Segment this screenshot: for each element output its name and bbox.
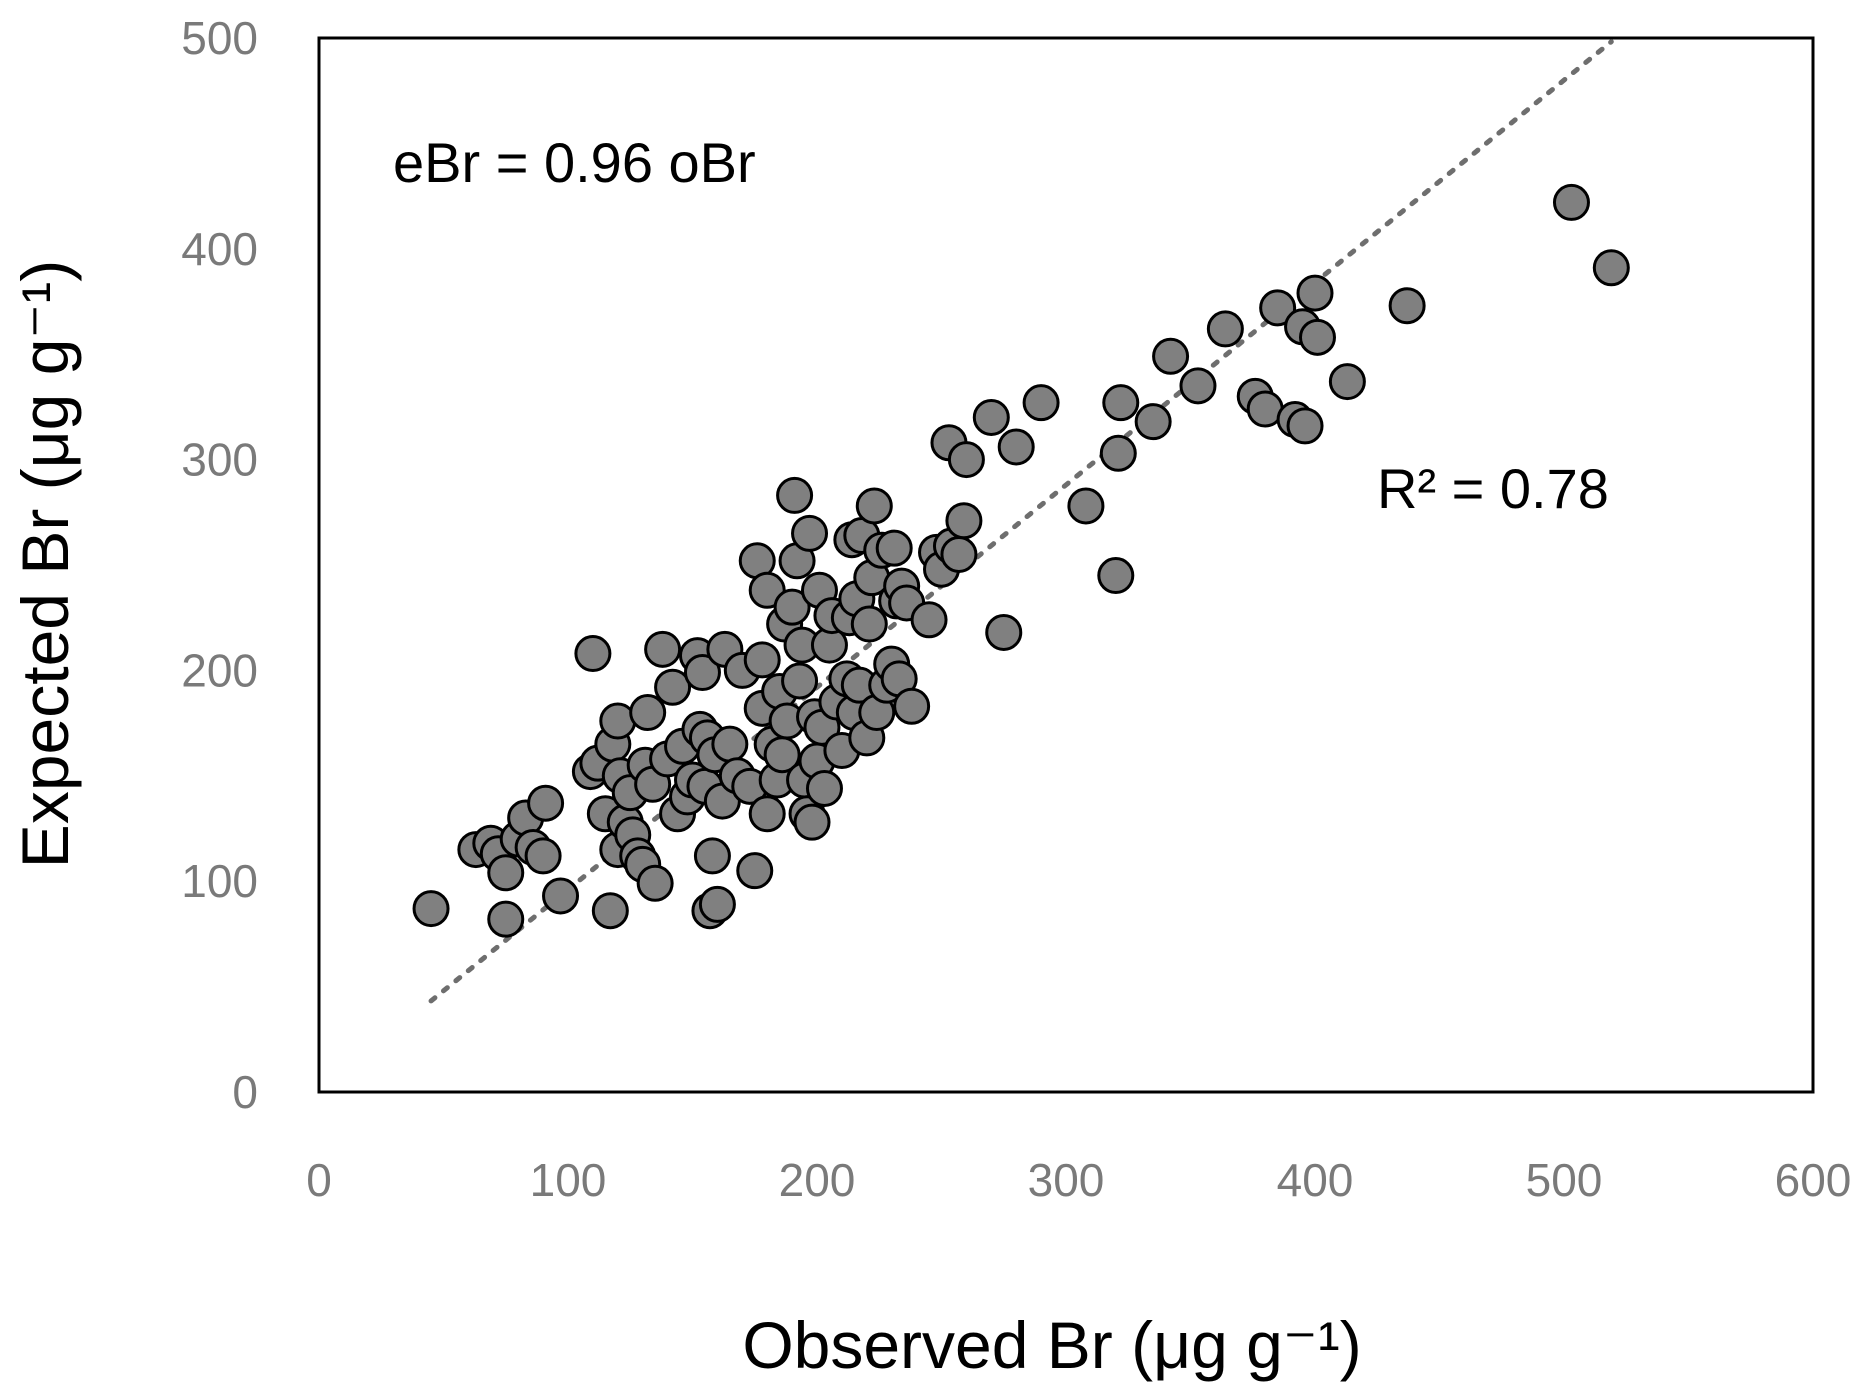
y-tick-label: 200 [181,644,258,696]
data-point [574,635,612,673]
data-point [776,476,814,514]
data-point [893,687,931,725]
data-point [1102,384,1140,422]
data-point [736,852,774,890]
trend-line [428,39,1614,1004]
regression-equation: eBr = 0.96 oBr [393,131,756,194]
data-point [524,837,562,875]
data-point [693,837,731,875]
data-point [1298,318,1336,356]
data-point [487,854,525,892]
data-point [997,428,1035,466]
data-point [412,890,450,928]
data-point [527,784,565,822]
y-axis-title: Expected Br (μg g⁻¹) [8,260,82,868]
data-point [947,441,985,479]
x-tick-label: 200 [779,1154,856,1206]
y-tick-label: 500 [181,12,258,64]
y-tick-label: 400 [181,223,258,275]
x-tick-label: 400 [1277,1154,1354,1206]
data-point [1097,557,1135,595]
data-point [1328,363,1366,401]
data-point [1388,287,1426,325]
data-point [910,601,948,639]
data-points [412,183,1630,938]
r-squared-label: R² = 0.78 [1377,457,1609,520]
data-point [1592,249,1630,287]
data-point [591,892,629,930]
data-point [1022,384,1060,422]
data-point [1134,403,1172,441]
data-point [654,668,692,706]
x-tick-label: 300 [1028,1154,1105,1206]
data-point [1099,434,1137,472]
data-point [805,769,843,807]
x-tick-label: 0 [306,1154,332,1206]
y-axis-ticks: 0 100 200 300 400 500 [181,12,258,1118]
data-point [1296,274,1334,312]
data-point [940,535,978,573]
data-point [781,662,819,700]
data-point [1206,310,1244,348]
data-point [793,803,831,841]
data-point [1259,289,1297,327]
x-tick-label: 100 [530,1154,607,1206]
data-point [855,487,893,525]
data-point [972,398,1010,436]
data-point [791,514,829,552]
data-point [773,588,811,626]
plot-area-frame [317,36,1815,1094]
x-axis-title: Observed Br (μg g⁻¹) [742,1308,1361,1382]
y-tick-label: 100 [181,855,258,907]
data-point [1067,487,1105,525]
data-point [698,885,736,923]
data-point [748,795,786,833]
data-point [850,605,888,643]
data-point [875,529,913,567]
y-tick-label: 300 [181,434,258,486]
data-point [629,694,667,732]
data-point [945,502,983,540]
data-point [487,900,525,938]
data-point [743,641,781,679]
data-point [542,877,580,915]
data-point [985,613,1023,651]
data-point [711,725,749,763]
x-tick-label: 600 [1775,1154,1852,1206]
data-point [1286,407,1324,445]
x-tick-label: 500 [1526,1154,1603,1206]
x-axis-ticks: 0 100 200 300 400 500 600 [306,1154,1851,1206]
data-point [683,654,721,692]
data-point [636,864,674,902]
data-point [644,630,682,668]
data-point [1552,183,1590,221]
y-tick-label: 0 [232,1066,258,1118]
data-point [1179,367,1217,405]
data-point [1152,337,1190,375]
